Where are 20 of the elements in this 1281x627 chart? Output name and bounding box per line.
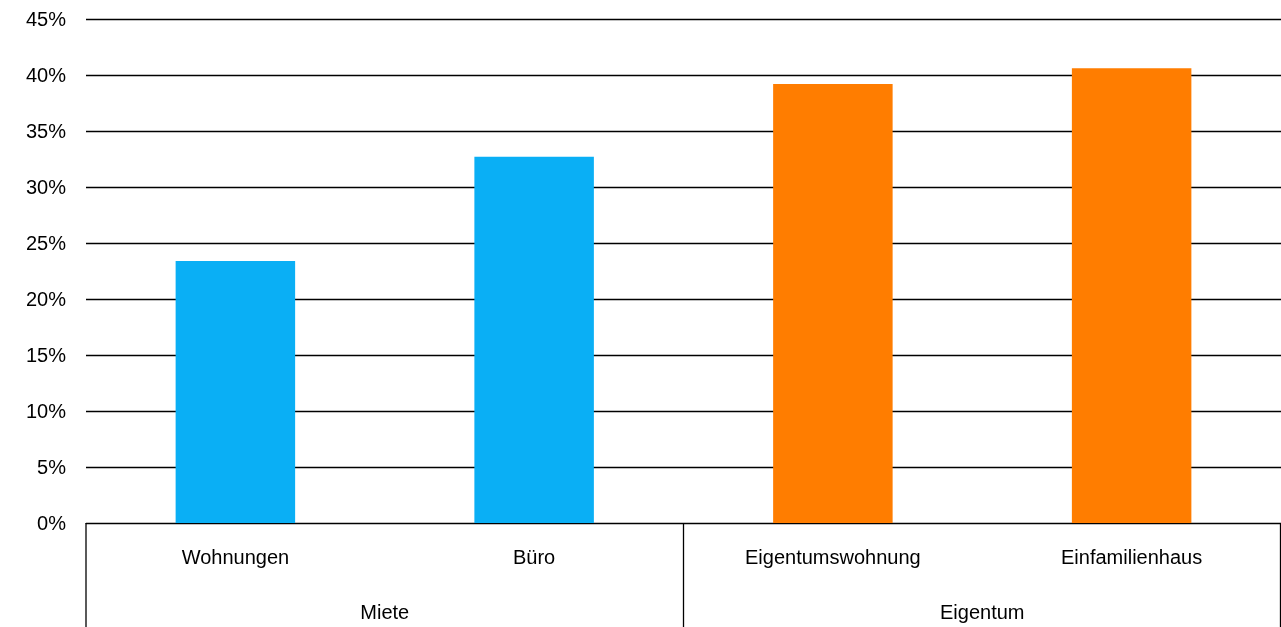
x-tick-label: Eigentumswohnung: [745, 546, 921, 568]
y-tick-label: 0%: [37, 512, 67, 534]
bar: [175, 260, 296, 523]
bar: [773, 83, 893, 523]
y-tick-label: 30%: [25, 176, 67, 198]
x-tick-label: Wohnungen: [181, 546, 290, 568]
y-tick-label: 10%: [25, 400, 67, 422]
x-tick-label: Büro: [513, 546, 556, 568]
y-tick-label: 5%: [37, 456, 67, 478]
y-tick-label: 40%: [25, 64, 67, 86]
y-tick-label: 25%: [25, 232, 67, 254]
y-tick-label: 20%: [25, 288, 67, 310]
y-tick-label: 35%: [25, 120, 67, 142]
bar: [1071, 68, 1192, 523]
bar: [474, 156, 594, 523]
y-tick-label: 45%: [25, 8, 67, 30]
x-tick-label: Einfamilienhaus: [1061, 546, 1203, 568]
text: Miete: [360, 601, 410, 623]
text: Eigentum: [940, 601, 1025, 623]
y-tick-label: 15%: [25, 344, 67, 366]
